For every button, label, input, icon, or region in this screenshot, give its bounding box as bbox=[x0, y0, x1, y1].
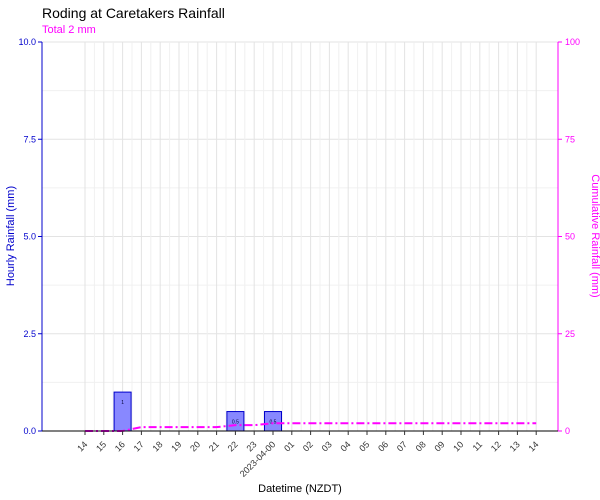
x-tick-label: 20 bbox=[188, 439, 202, 453]
y-tick-label-left: 0.0 bbox=[23, 426, 36, 436]
x-tick-label: 19 bbox=[169, 439, 183, 453]
y-tick-label-right: 100 bbox=[565, 37, 580, 47]
chart-subtitle: Total 2 mm bbox=[42, 24, 96, 36]
x-tick-label: 02 bbox=[301, 439, 315, 453]
x-tick-label: 22 bbox=[226, 439, 240, 453]
y-tick-label-left: 10.0 bbox=[18, 37, 36, 47]
y-tick-label-right: 75 bbox=[565, 134, 575, 144]
cumulative-series-line bbox=[85, 422, 537, 432]
x-axis-label: Datetime (NZDT) bbox=[258, 483, 342, 495]
x-tick-label: 14 bbox=[75, 439, 89, 453]
x-tick-label: 08 bbox=[414, 439, 428, 453]
x-tick-label: 05 bbox=[357, 439, 371, 453]
x-tick-label: 13 bbox=[508, 439, 522, 453]
grid bbox=[42, 41, 558, 432]
x-tick-label: 11 bbox=[471, 439, 485, 453]
x-tick-label: 23 bbox=[244, 439, 258, 453]
bar bbox=[113, 391, 132, 432]
x-tick-label: 21 bbox=[207, 439, 221, 453]
y-tick-label-left: 7.5 bbox=[23, 134, 36, 144]
y-axis-label-right: Cumulative Rainfall (mm) bbox=[589, 174, 600, 297]
bar-data-label: 0.5 bbox=[232, 420, 239, 426]
x-tick-label: 04 bbox=[338, 439, 352, 453]
axes: 0.0 2.5 5.0 7.5 10.0 0 25 50 75 100 14 15 16 17 18 19 20… bbox=[18, 37, 580, 479]
x-tick-label: 16 bbox=[113, 439, 127, 453]
x-tick-label: 18 bbox=[150, 439, 164, 453]
x-tick-label: 01 bbox=[282, 439, 296, 453]
x-tick-label: 15 bbox=[94, 439, 108, 453]
bar-data-label: 1 bbox=[121, 400, 124, 406]
y-axis-label-left: Hourly Rainfall (mm) bbox=[5, 186, 17, 286]
x-tick-label: 10 bbox=[451, 439, 465, 453]
y-tick-label-right: 0 bbox=[565, 426, 570, 436]
x-tick-label: 06 bbox=[376, 439, 390, 453]
y-tick-label-right: 50 bbox=[565, 232, 575, 242]
x-tick-label: 14 bbox=[526, 439, 540, 453]
x-tick-label: 07 bbox=[395, 439, 409, 453]
x-tick-label: 12 bbox=[489, 439, 503, 453]
cumulative-line bbox=[85, 422, 537, 432]
x-tick-label: 17 bbox=[132, 439, 146, 453]
x-tick-label: 2023-04-00 bbox=[238, 439, 278, 479]
x-tick-label: 09 bbox=[432, 439, 446, 453]
y-tick-label-left: 5.0 bbox=[23, 232, 36, 242]
chart-title: Roding at Caretakers Rainfall bbox=[42, 5, 225, 21]
y-tick-label-left: 2.5 bbox=[23, 329, 36, 339]
x-tick-label: 03 bbox=[320, 439, 334, 453]
y-tick-label-right: 25 bbox=[565, 329, 575, 339]
